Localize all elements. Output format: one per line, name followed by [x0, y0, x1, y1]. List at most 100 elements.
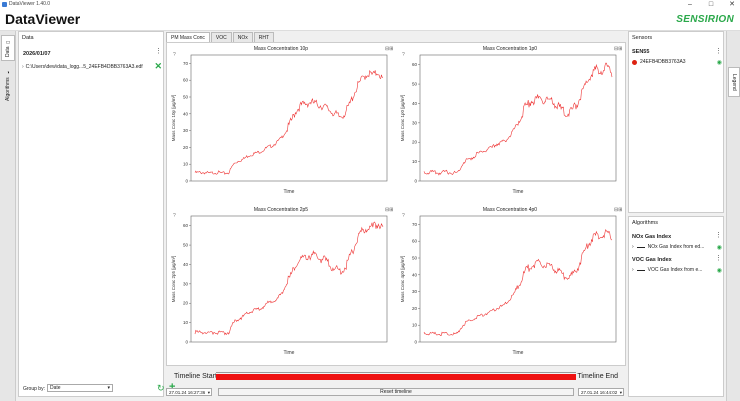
legend-tab-bar: Legend: [726, 31, 740, 401]
tab-rht[interactable]: RHT: [253, 32, 275, 42]
nox-gas-index-title: NOx Gas Index: [632, 234, 672, 240]
y-tick-label: 20: [183, 301, 189, 306]
x-axis-label: Time: [284, 350, 295, 356]
sensors-panel: Sensors SEN55 ⋮ 24EFB4DBB3763A3 ◉: [628, 31, 724, 213]
timeline-start-label: Timeline Start: [174, 373, 217, 380]
y-tick-label: 30: [183, 281, 189, 286]
help-icon[interactable]: ?: [402, 52, 405, 58]
y-tick-label: 30: [412, 120, 418, 125]
y-tick-label: 20: [412, 306, 418, 311]
line-style-icon: [636, 269, 645, 271]
y-tick-label: 40: [183, 111, 189, 116]
data-tab-label: Data: [5, 46, 11, 58]
timeline-start-value: 27.01.24 16:27:36: [169, 390, 206, 395]
algorithms-panel: Algorithms NOx Gas Index ⋮ › NOx Gas Ind…: [628, 216, 724, 397]
sensor-group-name: SEN55: [632, 49, 650, 55]
eye-icon[interactable]: ◉: [716, 267, 722, 274]
nox-menu-icon[interactable]: ⋮: [715, 232, 722, 239]
chart-title: Mass Concentration 1p0: [483, 46, 537, 52]
eye-icon[interactable]: ◉: [716, 244, 722, 251]
app-icon: [2, 2, 7, 7]
y-tick-label: 0: [185, 340, 188, 345]
title-bar: DataViewer 1.40.0 – □ ✕: [0, 0, 740, 9]
chevron-down-icon: ▾: [619, 390, 622, 395]
y-tick-label: 10: [412, 159, 418, 164]
data-panel-title: Data: [22, 35, 34, 41]
timeline-range-slider[interactable]: [216, 372, 576, 380]
tab-pm-mass-conc[interactable]: PM Mass Conc: [166, 32, 210, 42]
remove-file-icon[interactable]: ✕: [154, 61, 162, 71]
maximize-icon[interactable]: □: [708, 1, 714, 8]
file-item[interactable]: › C:\Users\dew\data_logg...5_24EFB4DBB37…: [22, 61, 162, 71]
refresh-icon[interactable]: ↻: [157, 383, 165, 393]
chart-4[interactable]: Mass Concentration 4p0? ⊟⊞ 0 10 20 30 40 50 60 70…: [400, 207, 622, 356]
series-line[interactable]: [194, 221, 384, 336]
tab-legend[interactable]: Legend: [728, 67, 740, 97]
zoom-icon[interactable]: ⊟⊞: [385, 207, 393, 213]
timeline-range-fill[interactable]: [216, 374, 576, 380]
data-date-group: 2026/01/07: [23, 51, 51, 57]
timeline-end-value: 27.01.24 16:44:02: [581, 390, 618, 395]
chart-title: Mass Concentration 2p5: [254, 207, 308, 213]
series-line[interactable]: [423, 229, 613, 337]
series-line[interactable]: [423, 62, 613, 176]
group-by-select[interactable]: Date ▾: [47, 384, 113, 392]
app-header: DataViewer SENSIRION: [0, 9, 740, 31]
tab-voc[interactable]: VOC: [210, 32, 232, 42]
tab-algorithms[interactable]: Algorithms ◐: [1, 65, 15, 105]
y-tick-label: 70: [412, 222, 418, 227]
tab-nox[interactable]: NOx: [232, 32, 253, 42]
add-icon[interactable]: +: [169, 381, 176, 393]
sensor-item[interactable]: 24EFB4DBB3763A3 ◉: [632, 58, 722, 66]
file-icon: ▭: [5, 38, 11, 45]
timeline-end-input[interactable]: 27.01.24 16:44:02 ▾: [578, 388, 624, 396]
y-tick-label: 30: [183, 128, 189, 133]
sensors-panel-title: Sensors: [632, 35, 653, 41]
close-icon[interactable]: ✕: [729, 1, 735, 8]
nox-algorithm-item[interactable]: › NOx Gas Index from ed... ◉: [632, 243, 722, 251]
tab-data[interactable]: Data ▭: [1, 35, 15, 61]
timeline-start-input[interactable]: 27.01.24 16:27:36 ▾: [166, 388, 212, 396]
left-tab-bar: Data ▭ Algorithms ◐: [0, 31, 16, 401]
chevron-right-icon[interactable]: ›: [22, 64, 24, 70]
chart-tabs: PM Mass Conc VOC NOx RHT: [166, 32, 275, 42]
y-tick-label: 30: [412, 289, 418, 294]
help-icon[interactable]: ?: [402, 213, 405, 219]
algorithms-panel-title: Algorithms: [632, 220, 658, 226]
zoom-icon[interactable]: ⊟⊞: [614, 46, 622, 52]
x-axis-label: Time: [284, 189, 295, 195]
data-panel: Data ⋮ 2026/01/07 › C:\Users\dew\data_lo…: [18, 31, 175, 397]
help-icon[interactable]: ?: [173, 213, 176, 219]
y-tick-label: 60: [183, 78, 189, 83]
data-menu-icon[interactable]: ⋮: [155, 48, 162, 55]
voc-menu-icon[interactable]: ⋮: [715, 255, 722, 262]
timeline-end-label: Timeline End: [577, 373, 618, 380]
sensors-menu-icon[interactable]: ⋮: [715, 48, 722, 55]
line-style-icon: [636, 246, 645, 248]
chart-title: Mass Concentration 4p0: [483, 207, 537, 213]
chart-3[interactable]: Mass Concentration 2p5? ⊟⊞ 0 10 20 30 40 50 60 Ma…: [171, 207, 393, 356]
charts-canvas[interactable]: Mass Concentration 10p? ⊟⊞ 0 10 20 30 40 50 60 70…: [167, 43, 625, 365]
help-icon[interactable]: ?: [173, 52, 176, 58]
y-axis-label: Mass Conc 10p [µg/m³]: [171, 95, 176, 142]
sensor-id: 24EFB4DBB3763A3: [640, 59, 686, 65]
app-name: DataViewer: [5, 11, 81, 27]
chevron-down-icon: ▾: [107, 385, 110, 391]
chevron-right-icon[interactable]: ›: [632, 267, 634, 273]
reset-timeline-button[interactable]: Reset timeline: [218, 388, 574, 396]
voc-algorithm-item[interactable]: › VOC Gas Index from e... ◉: [632, 266, 722, 274]
y-tick-label: 60: [412, 62, 418, 67]
group-by-label: Group by:: [23, 386, 45, 392]
chevron-right-icon[interactable]: ›: [632, 244, 634, 250]
minimize-icon[interactable]: –: [688, 1, 692, 8]
y-tick-label: 10: [183, 320, 189, 325]
zoom-icon[interactable]: ⊟⊞: [385, 46, 393, 52]
eye-icon[interactable]: ◉: [716, 59, 722, 66]
chart-1[interactable]: Mass Concentration 10p? ⊟⊞ 0 10 20 30 40 50 60 70…: [171, 46, 393, 195]
y-tick-label: 50: [183, 95, 189, 100]
zoom-icon[interactable]: ⊟⊞: [614, 207, 622, 213]
y-tick-label: 20: [412, 140, 418, 145]
chart-2[interactable]: Mass Concentration 1p0? ⊟⊞ 0 10 20 30 40 50 60 Ma…: [400, 46, 622, 195]
y-tick-label: 0: [414, 179, 417, 184]
series-line[interactable]: [194, 69, 384, 175]
